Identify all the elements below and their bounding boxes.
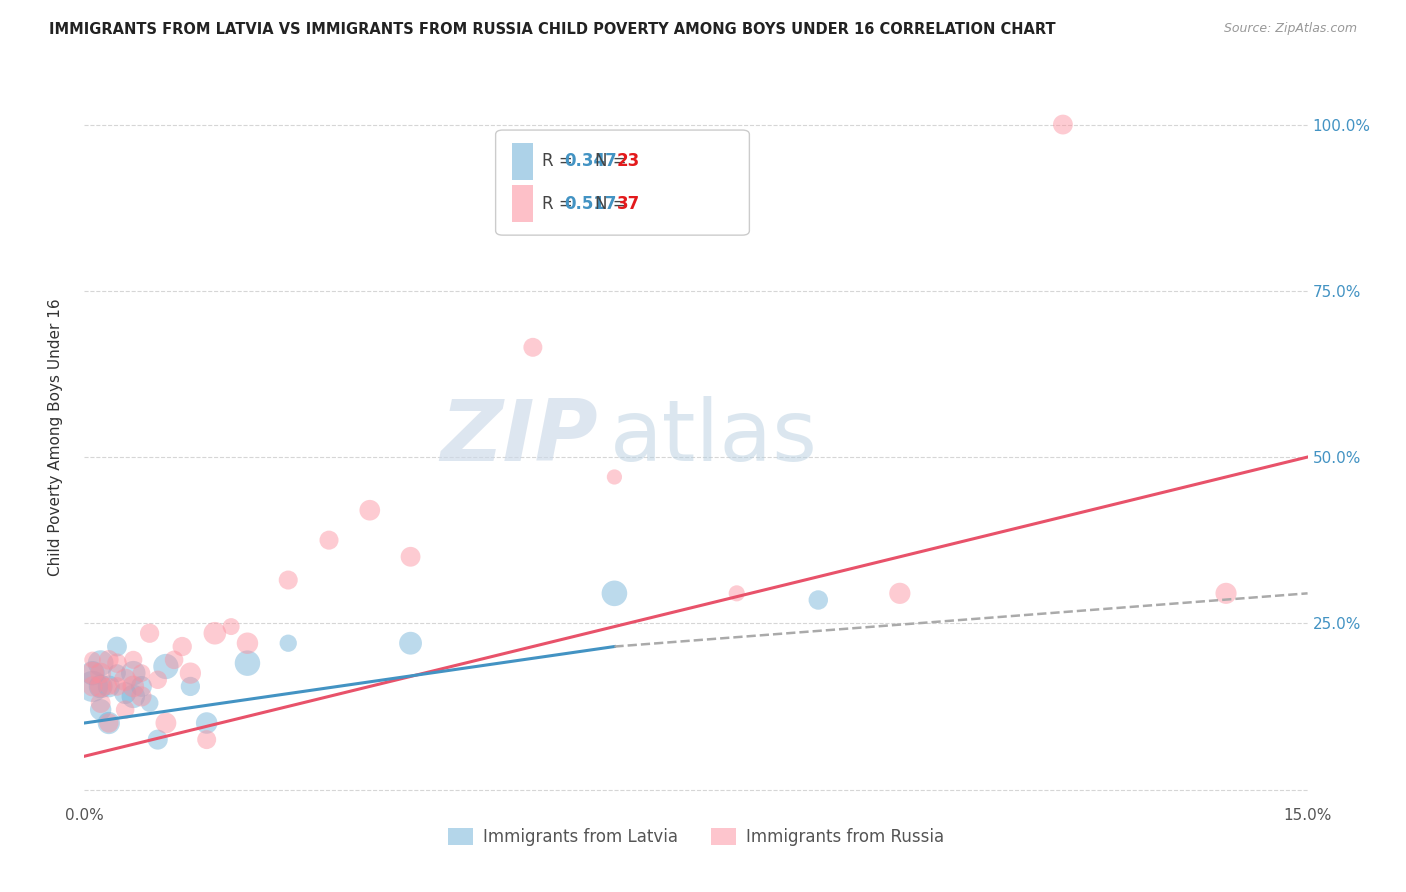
Point: [131, 690, 153, 704]
Text: 23: 23: [616, 153, 640, 170]
Point: [522, 340, 544, 354]
Point: [105, 656, 128, 670]
Point: [114, 686, 136, 700]
Point: [318, 533, 340, 548]
Text: Source: ZipAtlas.com: Source: ZipAtlas.com: [1223, 22, 1357, 36]
Point: [155, 659, 177, 673]
Point: [90, 703, 112, 717]
Point: [179, 666, 201, 681]
Text: IMMIGRANTS FROM LATVIA VS IMMIGRANTS FROM RUSSIA CHILD POVERTY AMONG BOYS UNDER : IMMIGRANTS FROM LATVIA VS IMMIGRANTS FRO…: [49, 22, 1056, 37]
Point: [90, 656, 112, 670]
Point: [163, 653, 186, 667]
Point: [138, 696, 160, 710]
Point: [603, 470, 626, 484]
Point: [172, 640, 194, 654]
Point: [219, 619, 242, 633]
Point: [114, 673, 136, 687]
Point: [122, 653, 145, 667]
Point: [90, 666, 112, 681]
Y-axis label: Child Poverty Among Boys Under 16: Child Poverty Among Boys Under 16: [48, 298, 63, 576]
Point: [82, 680, 104, 694]
Point: [82, 666, 104, 681]
Point: [195, 716, 218, 731]
Text: atlas: atlas: [610, 395, 818, 479]
Legend: Immigrants from Latvia, Immigrants from Russia: Immigrants from Latvia, Immigrants from …: [441, 822, 950, 853]
Point: [90, 680, 112, 694]
Point: [236, 636, 259, 650]
Point: [131, 666, 153, 681]
Point: [97, 680, 120, 694]
Point: [146, 732, 169, 747]
Point: [138, 626, 160, 640]
Point: [359, 503, 381, 517]
Point: [97, 680, 120, 694]
Text: N =: N =: [595, 153, 631, 170]
Point: [179, 680, 201, 694]
Point: [155, 716, 177, 731]
Point: [105, 666, 128, 681]
Text: 0.347: 0.347: [564, 153, 616, 170]
Text: 37: 37: [616, 194, 640, 213]
Point: [146, 673, 169, 687]
Point: [399, 636, 422, 650]
Text: ZIP: ZIP: [440, 395, 598, 479]
Point: [82, 653, 104, 667]
Point: [114, 703, 136, 717]
Point: [82, 666, 104, 681]
Point: [97, 716, 120, 731]
Point: [90, 680, 112, 694]
Point: [97, 653, 120, 667]
Text: R =: R =: [543, 153, 578, 170]
Point: [131, 680, 153, 694]
Point: [1052, 118, 1074, 132]
Point: [90, 696, 112, 710]
Point: [277, 636, 299, 650]
Point: [1215, 586, 1237, 600]
Point: [725, 586, 748, 600]
Point: [97, 716, 120, 731]
Point: [82, 680, 104, 694]
Point: [195, 732, 218, 747]
Point: [105, 680, 128, 694]
Point: [399, 549, 422, 564]
Point: [105, 640, 128, 654]
Text: 0.517: 0.517: [564, 194, 616, 213]
Point: [807, 593, 830, 607]
Point: [122, 690, 145, 704]
Point: [889, 586, 911, 600]
Point: [204, 626, 226, 640]
Point: [122, 666, 145, 681]
Point: [122, 680, 145, 694]
Text: N =: N =: [595, 194, 631, 213]
Point: [236, 656, 259, 670]
Point: [277, 573, 299, 587]
Text: R =: R =: [543, 194, 578, 213]
Point: [603, 586, 626, 600]
